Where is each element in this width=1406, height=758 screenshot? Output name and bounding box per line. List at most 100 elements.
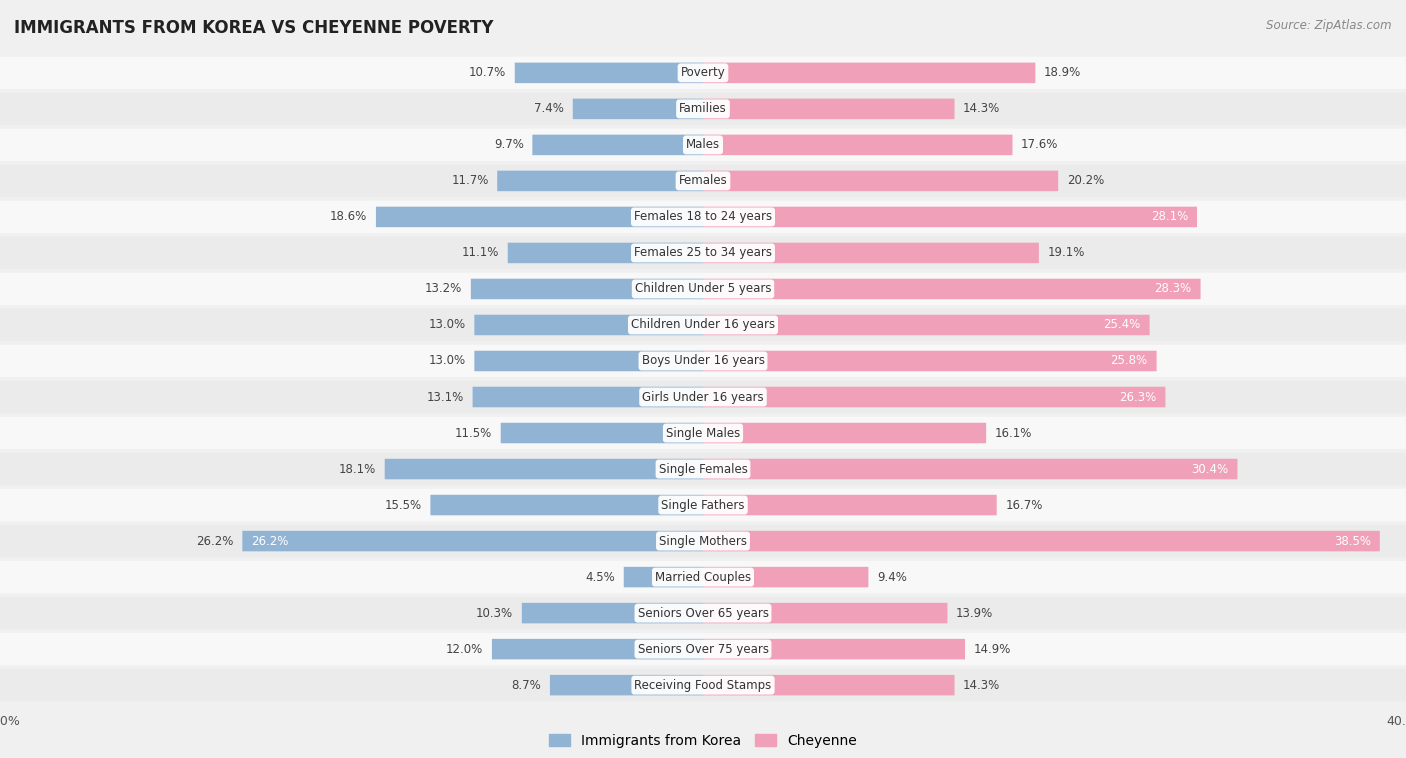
FancyBboxPatch shape — [533, 135, 703, 155]
FancyBboxPatch shape — [703, 495, 997, 515]
Text: 26.2%: 26.2% — [252, 534, 288, 547]
Text: Receiving Food Stamps: Receiving Food Stamps — [634, 678, 772, 691]
Text: 17.6%: 17.6% — [1021, 139, 1059, 152]
FancyBboxPatch shape — [0, 164, 1406, 197]
FancyBboxPatch shape — [703, 639, 965, 659]
Text: 14.3%: 14.3% — [963, 678, 1000, 691]
Text: 30.4%: 30.4% — [1191, 462, 1229, 475]
Text: Boys Under 16 years: Boys Under 16 years — [641, 355, 765, 368]
Text: 4.5%: 4.5% — [585, 571, 616, 584]
FancyBboxPatch shape — [0, 129, 1406, 161]
Text: 20.2%: 20.2% — [1067, 174, 1104, 187]
Text: IMMIGRANTS FROM KOREA VS CHEYENNE POVERTY: IMMIGRANTS FROM KOREA VS CHEYENNE POVERT… — [14, 19, 494, 37]
FancyBboxPatch shape — [0, 669, 1406, 701]
FancyBboxPatch shape — [0, 525, 1406, 557]
Text: 11.1%: 11.1% — [461, 246, 499, 259]
FancyBboxPatch shape — [515, 63, 703, 83]
FancyBboxPatch shape — [0, 597, 1406, 629]
Text: 18.1%: 18.1% — [339, 462, 375, 475]
FancyBboxPatch shape — [0, 92, 1406, 125]
FancyBboxPatch shape — [0, 561, 1406, 594]
FancyBboxPatch shape — [501, 423, 703, 443]
Text: 11.7%: 11.7% — [451, 174, 489, 187]
FancyBboxPatch shape — [703, 531, 1379, 551]
Text: 10.7%: 10.7% — [470, 67, 506, 80]
FancyBboxPatch shape — [0, 309, 1406, 341]
Text: Children Under 5 years: Children Under 5 years — [634, 283, 772, 296]
FancyBboxPatch shape — [703, 63, 1035, 83]
Text: Married Couples: Married Couples — [655, 571, 751, 584]
FancyBboxPatch shape — [703, 315, 1150, 335]
Text: 25.8%: 25.8% — [1111, 355, 1147, 368]
FancyBboxPatch shape — [703, 207, 1197, 227]
FancyBboxPatch shape — [703, 279, 1201, 299]
FancyBboxPatch shape — [492, 639, 703, 659]
FancyBboxPatch shape — [703, 351, 1157, 371]
Text: Families: Families — [679, 102, 727, 115]
Text: 13.9%: 13.9% — [956, 606, 993, 619]
Text: 25.4%: 25.4% — [1104, 318, 1140, 331]
Text: Single Females: Single Females — [658, 462, 748, 475]
Text: 9.4%: 9.4% — [877, 571, 907, 584]
Text: 18.9%: 18.9% — [1043, 67, 1081, 80]
FancyBboxPatch shape — [572, 99, 703, 119]
Text: Poverty: Poverty — [681, 67, 725, 80]
Text: 13.2%: 13.2% — [425, 283, 463, 296]
Text: 26.3%: 26.3% — [1119, 390, 1156, 403]
FancyBboxPatch shape — [430, 495, 703, 515]
Text: 14.3%: 14.3% — [963, 102, 1000, 115]
Text: 13.0%: 13.0% — [429, 355, 465, 368]
Text: 14.9%: 14.9% — [973, 643, 1011, 656]
FancyBboxPatch shape — [474, 351, 703, 371]
Text: Seniors Over 65 years: Seniors Over 65 years — [637, 606, 769, 619]
FancyBboxPatch shape — [703, 675, 955, 695]
Text: Seniors Over 75 years: Seniors Over 75 years — [637, 643, 769, 656]
Text: Females 25 to 34 years: Females 25 to 34 years — [634, 246, 772, 259]
FancyBboxPatch shape — [0, 201, 1406, 233]
FancyBboxPatch shape — [0, 236, 1406, 269]
Text: 15.5%: 15.5% — [385, 499, 422, 512]
FancyBboxPatch shape — [703, 99, 955, 119]
FancyBboxPatch shape — [703, 567, 869, 587]
Text: 13.1%: 13.1% — [427, 390, 464, 403]
Text: Children Under 16 years: Children Under 16 years — [631, 318, 775, 331]
Text: Single Mothers: Single Mothers — [659, 534, 747, 547]
FancyBboxPatch shape — [550, 675, 703, 695]
Text: Girls Under 16 years: Girls Under 16 years — [643, 390, 763, 403]
Text: Source: ZipAtlas.com: Source: ZipAtlas.com — [1267, 19, 1392, 32]
Text: 8.7%: 8.7% — [512, 678, 541, 691]
Text: 28.1%: 28.1% — [1152, 211, 1188, 224]
Text: Females 18 to 24 years: Females 18 to 24 years — [634, 211, 772, 224]
FancyBboxPatch shape — [0, 633, 1406, 666]
FancyBboxPatch shape — [703, 171, 1059, 191]
Text: Females: Females — [679, 174, 727, 187]
Text: 7.4%: 7.4% — [534, 102, 564, 115]
Text: Males: Males — [686, 139, 720, 152]
FancyBboxPatch shape — [385, 459, 703, 479]
FancyBboxPatch shape — [508, 243, 703, 263]
Legend: Immigrants from Korea, Cheyenne: Immigrants from Korea, Cheyenne — [544, 728, 862, 753]
FancyBboxPatch shape — [0, 453, 1406, 485]
FancyBboxPatch shape — [522, 603, 703, 623]
FancyBboxPatch shape — [474, 315, 703, 335]
FancyBboxPatch shape — [0, 345, 1406, 377]
FancyBboxPatch shape — [471, 279, 703, 299]
FancyBboxPatch shape — [703, 135, 1012, 155]
FancyBboxPatch shape — [0, 417, 1406, 449]
FancyBboxPatch shape — [0, 381, 1406, 413]
Text: 9.7%: 9.7% — [494, 139, 524, 152]
Text: 13.0%: 13.0% — [429, 318, 465, 331]
Text: 19.1%: 19.1% — [1047, 246, 1085, 259]
FancyBboxPatch shape — [0, 489, 1406, 522]
Text: 26.2%: 26.2% — [197, 534, 233, 547]
Text: 28.3%: 28.3% — [1154, 283, 1192, 296]
Text: 16.7%: 16.7% — [1005, 499, 1043, 512]
Text: Single Fathers: Single Fathers — [661, 499, 745, 512]
FancyBboxPatch shape — [703, 459, 1237, 479]
FancyBboxPatch shape — [703, 387, 1166, 407]
FancyBboxPatch shape — [703, 603, 948, 623]
FancyBboxPatch shape — [624, 567, 703, 587]
Text: 11.5%: 11.5% — [456, 427, 492, 440]
Text: Single Males: Single Males — [666, 427, 740, 440]
Text: 16.1%: 16.1% — [995, 427, 1032, 440]
